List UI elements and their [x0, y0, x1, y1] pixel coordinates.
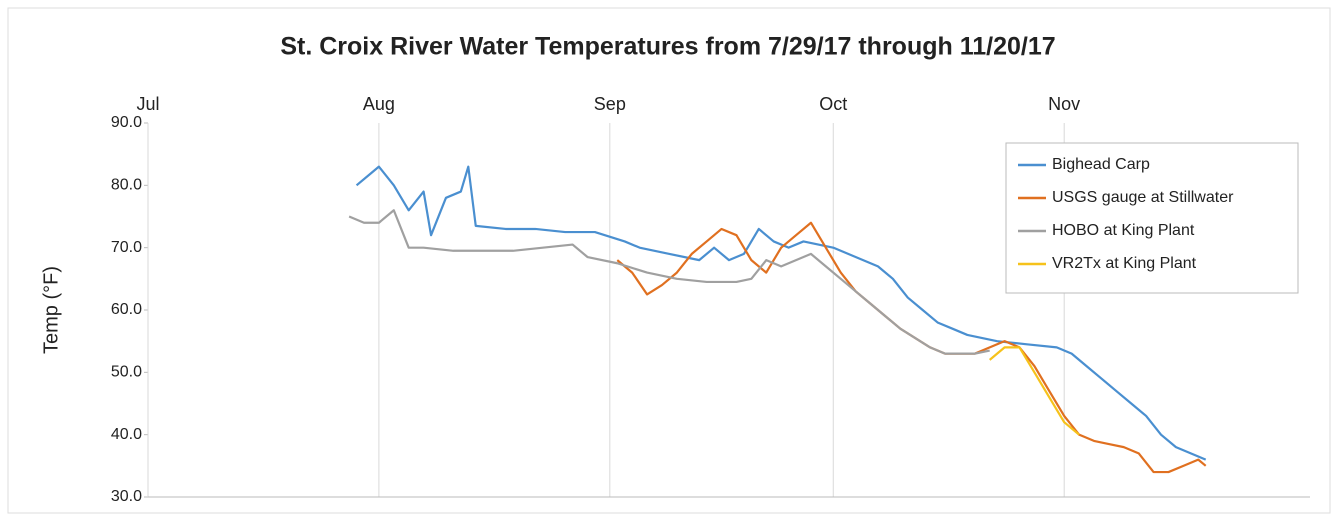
frame: [7, 7, 1331, 514]
x-tick-label: Jul: [136, 94, 159, 114]
y-tick-label: 50.0: [111, 364, 142, 381]
x-tick-label: Sep: [594, 94, 626, 114]
y-tick-label: 60.0: [111, 301, 142, 318]
y-tick-label: 80.0: [111, 177, 142, 194]
series-line: [988, 346, 1080, 436]
chart-title: St. Croix River Water Temperatures from …: [280, 33, 1055, 61]
x-tick-label: Aug: [363, 94, 395, 114]
legend-label: VR2Tx at King Plant: [1052, 255, 1197, 272]
x-tick-label: Nov: [1048, 94, 1080, 114]
y-axis-label: Temp (°F): [40, 266, 62, 354]
legend-label: USGS gauge at Stillwater: [1052, 189, 1234, 206]
legend-label: HOBO at King Plant: [1052, 222, 1195, 239]
y-tick-label: 40.0: [111, 426, 142, 443]
series-line: [348, 209, 990, 355]
x-tick-label: Oct: [819, 94, 847, 114]
y-tick-label: 90.0: [111, 114, 142, 131]
y-tick-label: 30.0: [111, 488, 142, 505]
series-line: [355, 165, 1207, 461]
y-tick-label: 70.0: [111, 239, 142, 256]
legend-box: [1005, 142, 1299, 294]
legend-label: Bighead Carp: [1052, 156, 1150, 173]
